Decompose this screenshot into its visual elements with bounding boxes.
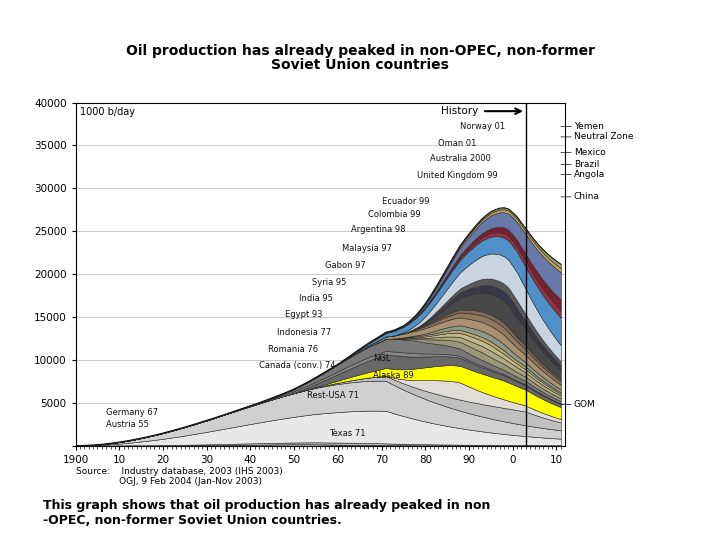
- Text: Neutral Zone: Neutral Zone: [561, 132, 634, 141]
- Text: History: History: [441, 106, 478, 116]
- Text: 1000 b/day: 1000 b/day: [80, 107, 135, 117]
- Text: Argentina 98: Argentina 98: [351, 225, 405, 234]
- Text: India 95: India 95: [299, 294, 333, 302]
- Text: Oil production has already peaked in non-OPEC, non-former: Oil production has already peaked in non…: [125, 44, 595, 58]
- Text: Egypt 93: Egypt 93: [285, 310, 323, 319]
- Text: Malaysia 97: Malaysia 97: [342, 244, 392, 253]
- Text: Yemen: Yemen: [561, 122, 604, 131]
- Text: Soviet Union countries: Soviet Union countries: [271, 58, 449, 72]
- Text: Romania 76: Romania 76: [268, 345, 318, 354]
- Text: Canada (conv.) 74: Canada (conv.) 74: [259, 361, 336, 370]
- Text: NGL: NGL: [373, 354, 390, 362]
- Text: Germany 67: Germany 67: [107, 408, 158, 417]
- Text: Alaska 89: Alaska 89: [373, 370, 413, 380]
- Text: Mexico: Mexico: [561, 148, 606, 157]
- Text: Ecuador 99: Ecuador 99: [382, 197, 429, 206]
- Text: This graph shows that oil production has already peaked in non
-OPEC, non-former: This graph shows that oil production has…: [43, 500, 490, 528]
- Text: Texas 71: Texas 71: [329, 429, 366, 438]
- Text: Austria 55: Austria 55: [107, 420, 149, 429]
- Text: GOM: GOM: [561, 400, 595, 409]
- Text: Oman 01: Oman 01: [438, 139, 477, 148]
- Text: Rest-USA 71: Rest-USA 71: [307, 392, 359, 400]
- Text: Indonesia 77: Indonesia 77: [276, 328, 331, 337]
- Text: Colombia 99: Colombia 99: [369, 210, 421, 219]
- Text: Brazil: Brazil: [561, 160, 599, 169]
- Text: Syria 95: Syria 95: [312, 278, 346, 287]
- Text: Gabon 97: Gabon 97: [325, 261, 366, 270]
- Text: Angola: Angola: [561, 170, 606, 179]
- Text: United Kingdom 99: United Kingdom 99: [417, 171, 498, 180]
- Text: China: China: [561, 192, 600, 201]
- Text: Australia 2000: Australia 2000: [430, 154, 490, 163]
- Text: Norway 01: Norway 01: [460, 122, 505, 131]
- Text: Source:    Industry database, 2003 (IHS 2003)
               OGJ, 9 Feb 2004 (Ja: Source: Industry database, 2003 (IHS 200…: [76, 467, 282, 487]
